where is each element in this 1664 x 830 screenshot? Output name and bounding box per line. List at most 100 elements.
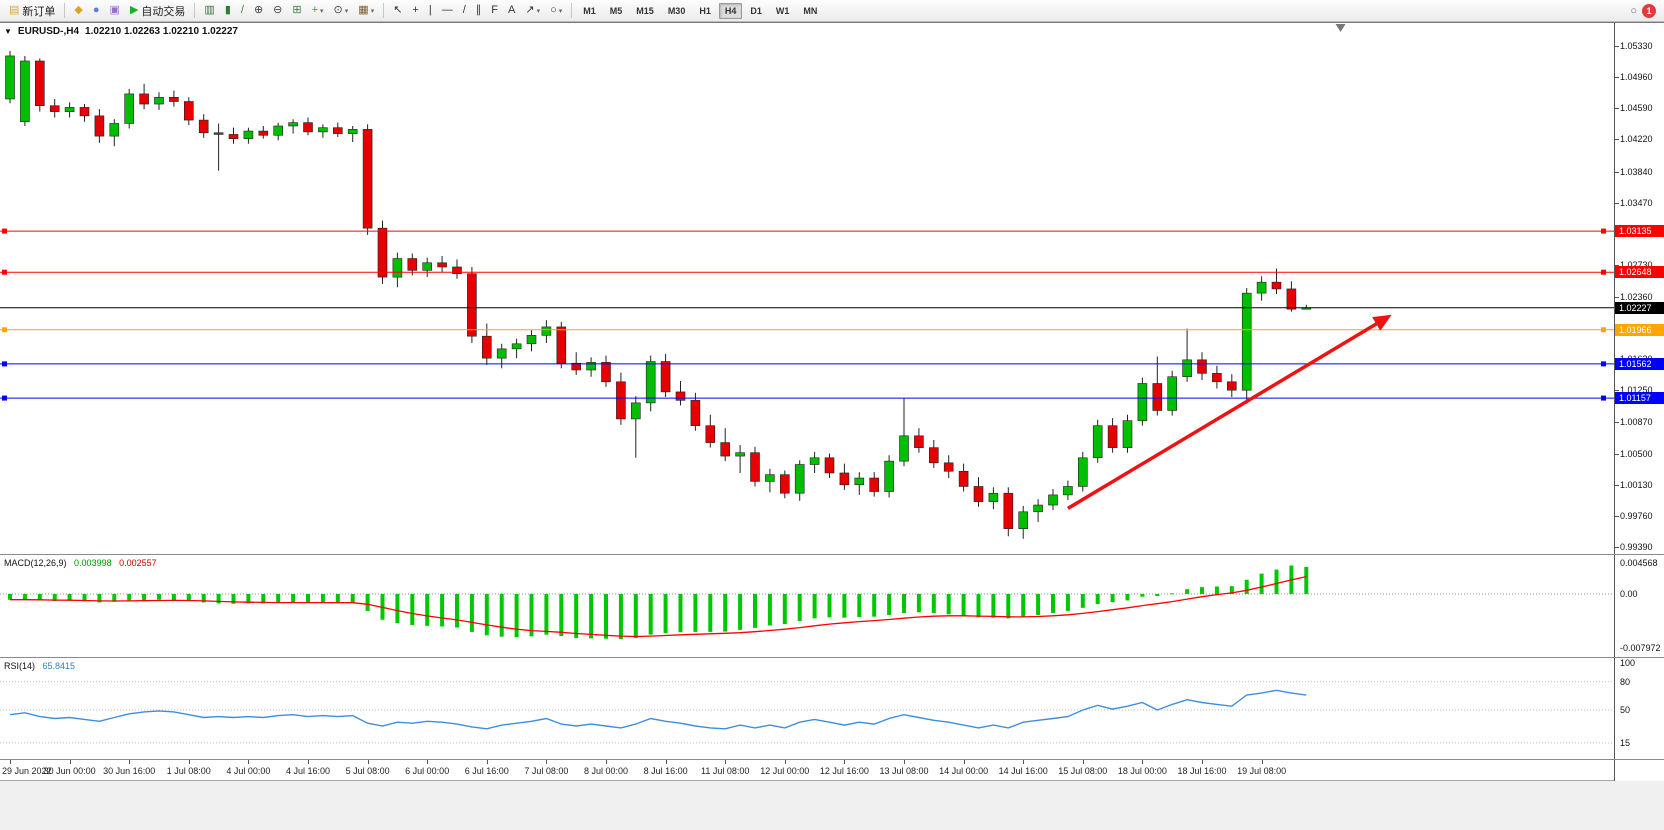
price-axis-tick (1615, 139, 1619, 141)
macd-histogram-bar (1244, 579, 1249, 594)
macd-histogram-bar (1065, 593, 1070, 611)
macd-histogram-bar (738, 593, 743, 630)
time-axis-tick (844, 760, 846, 764)
macd-pane[interactable] (0, 555, 1614, 657)
zoom-out-button[interactable]: ⊖ (269, 2, 286, 20)
time-axis-tick (904, 760, 905, 764)
timeframe-h4-button[interactable]: H4 (718, 2, 743, 19)
pane-separator[interactable] (0, 554, 1664, 555)
macd-histogram-bar (723, 593, 728, 632)
vertical-line-button[interactable]: | (425, 2, 436, 20)
macd-histogram-bar (469, 593, 474, 632)
shapes-button[interactable]: ○ ▾ (546, 2, 566, 20)
line-chart-button[interactable]: / (237, 2, 248, 20)
price-axis-tick (1615, 296, 1619, 298)
autotrade-button[interactable]: ▶ 自动交易 (126, 2, 189, 20)
candle (422, 257, 433, 278)
time-axis-label: 30 Jun 16:00 (103, 766, 156, 776)
time-axis-label: 12 Jul 00:00 (760, 766, 810, 776)
market-button[interactable]: ◆ (70, 2, 86, 20)
candle (288, 119, 298, 134)
line-handle[interactable] (1601, 228, 1606, 234)
trendline-button[interactable]: / (459, 2, 470, 20)
timeframe-m5-button[interactable]: M5 (609, 5, 623, 16)
notifications-badge[interactable]: 1 (1642, 3, 1656, 18)
macd-signal-value: 0.002557 (119, 558, 157, 568)
macd-histogram-bar (142, 593, 147, 601)
bar-chart-button[interactable]: ▥ (200, 2, 218, 20)
line-chart-icon: / (240, 4, 244, 16)
new-order-button-label: 新订单 (22, 5, 56, 18)
line-handle[interactable] (2, 361, 7, 367)
time-axis-label: 4 Jul 00:00 (226, 766, 271, 776)
line-handle[interactable] (1601, 269, 1606, 275)
line-handle[interactable] (2, 228, 7, 234)
pane-separator[interactable] (0, 759, 1664, 760)
macd-histogram-bar (1155, 593, 1160, 596)
macd-histogram-bar (186, 593, 191, 602)
candle (1286, 281, 1297, 312)
rsi-value: 65.8415 (42, 661, 76, 671)
macd-histogram-bar (708, 593, 713, 632)
templates-button[interactable]: ▦ ▾ (354, 2, 378, 20)
macd-histogram-bar (365, 593, 370, 611)
cursor-button[interactable]: ↖ (389, 2, 406, 20)
indicators-button[interactable]: + ▾ (308, 2, 328, 20)
macd-histogram-bar (544, 593, 549, 635)
candle (392, 252, 403, 288)
time-axis[interactable]: 29 Jun 2022 30 Jun 00:00 30 Jun 16:00 1 Jul… (0, 760, 1614, 781)
macd-histogram-bar (335, 593, 340, 603)
candle (750, 446, 760, 487)
line-handle[interactable] (2, 395, 7, 401)
community-button[interactable]: ▣ (106, 2, 124, 20)
timeframe-mn-button[interactable]: MN (803, 5, 818, 16)
line-handle[interactable] (1601, 395, 1606, 401)
line-handle[interactable] (1601, 327, 1606, 333)
candle (198, 114, 209, 138)
line-price-tag: 1.02648 (1615, 266, 1664, 279)
rsi-pane[interactable] (0, 658, 1614, 759)
price-axis[interactable]: 1.05330 1.04960 1.04590 1.04220 1.03840 1.034… (1614, 23, 1664, 781)
line-handle[interactable] (2, 269, 7, 275)
line-handle[interactable] (2, 327, 7, 333)
macd-histogram-bar (97, 593, 102, 603)
timeframe-h1-button[interactable]: H1 (699, 5, 711, 16)
candle (1301, 304, 1312, 310)
macd-histogram-bar (157, 593, 161, 600)
profile-button[interactable]: ● (89, 2, 104, 20)
zoom-in-button[interactable]: ⊕ (250, 2, 267, 20)
crosshair-button[interactable]: + (408, 2, 422, 20)
time-axis-tick (1082, 760, 1084, 764)
timeframe-m15-button[interactable]: M15 (636, 5, 654, 16)
fibonacci-button[interactable]: F (487, 2, 502, 20)
tile-windows-button[interactable]: ⊞ (288, 2, 305, 20)
arrows-button[interactable]: ↗ ▾ (521, 2, 544, 20)
trend-arrow-object[interactable] (1067, 314, 1392, 510)
time-axis-tick (1142, 760, 1144, 764)
candlestick-chart-button[interactable]: ▮ (221, 2, 235, 20)
time-axis-tick (606, 760, 607, 764)
new-order-button[interactable]: ▤ 新订单 (5, 2, 59, 20)
channel-button[interactable]: ∥ (472, 2, 486, 20)
candle (958, 463, 969, 492)
periods-button[interactable]: ⊙ ▾ (330, 2, 353, 20)
timeframe-m30-button[interactable]: M30 (667, 5, 686, 16)
timeframe-w1-button[interactable]: W1 (775, 5, 790, 16)
macd-histogram-bar (8, 593, 12, 600)
main-chart-area[interactable] (0, 23, 1614, 554)
pane-separator[interactable] (0, 657, 1664, 658)
candle (49, 98, 60, 118)
line-price-tag: 1.03135 (1615, 225, 1664, 238)
search-icon[interactable]: ○ (1630, 4, 1637, 17)
shapes-icon: ○ (550, 4, 557, 16)
horizontal-line-button[interactable]: — (438, 2, 457, 20)
line-handle[interactable] (1601, 361, 1606, 367)
timeframe-m1-button[interactable]: M1 (583, 5, 596, 16)
text-button[interactable]: A (504, 2, 519, 20)
macd-histogram-bar (350, 593, 355, 603)
price-axis-tick (1615, 390, 1619, 392)
chart-collapse-icon[interactable]: ▼ (4, 27, 12, 36)
timeframe-d1-button[interactable]: D1 (750, 5, 762, 16)
time-axis-tick (248, 760, 250, 764)
